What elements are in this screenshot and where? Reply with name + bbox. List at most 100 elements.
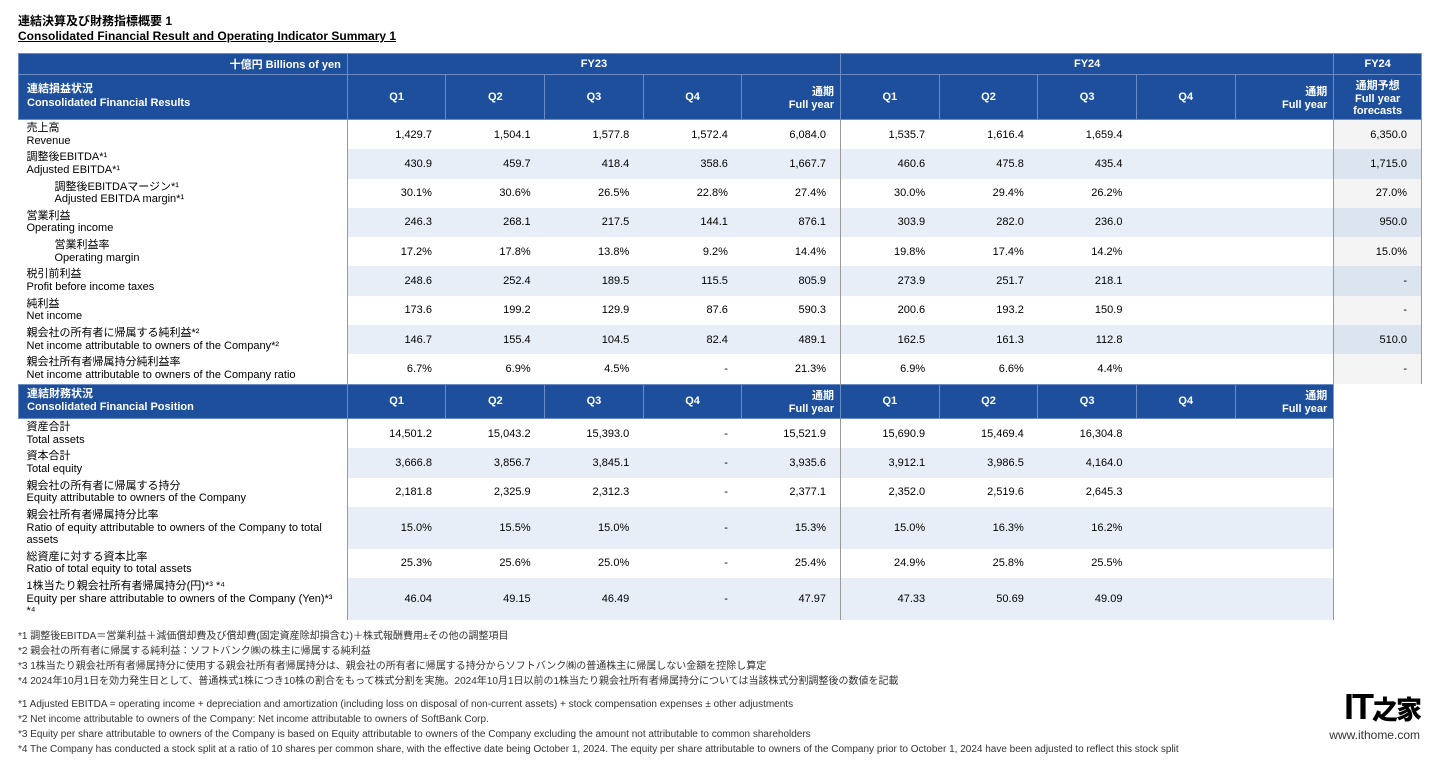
cell: 435.4 — [1038, 149, 1137, 178]
cell — [1235, 549, 1334, 578]
cell: 236.0 — [1038, 208, 1137, 237]
row-label: 1株当たり親会社所有者帰属持分(円)*³ *⁴Equity per share … — [19, 578, 348, 620]
cell — [1136, 179, 1235, 208]
cell: 25.5% — [1038, 549, 1137, 578]
col-q3: Q3 — [545, 75, 644, 120]
cell: 162.5 — [841, 325, 940, 354]
cell: 218.1 — [1038, 266, 1137, 295]
col-fy: 通期Full year — [742, 75, 841, 120]
cell: 430.9 — [347, 149, 446, 178]
cell — [1235, 149, 1334, 178]
cell: 144.1 — [643, 208, 742, 237]
cell: 303.9 — [841, 208, 940, 237]
row-label: 親会社の所有者に帰属する持分Equity attributable to own… — [19, 478, 348, 507]
cell: 104.5 — [545, 325, 644, 354]
cell: 1,504.1 — [446, 120, 545, 150]
col-q2: Q2 — [446, 75, 545, 120]
cell — [1235, 120, 1334, 150]
cell: 460.6 — [841, 149, 940, 178]
cell: 15.3% — [742, 507, 841, 549]
cell: 358.6 — [643, 149, 742, 178]
cell: 2,325.9 — [446, 478, 545, 507]
cell — [1136, 296, 1235, 325]
cell: 30.6% — [446, 179, 545, 208]
cell: 14.4% — [742, 237, 841, 266]
footnote-en: *4 The Company has conducted a stock spl… — [18, 743, 1422, 757]
cell — [1136, 237, 1235, 266]
cell: 6.6% — [939, 354, 1038, 384]
cell: 9.2% — [643, 237, 742, 266]
cell: 4.4% — [1038, 354, 1137, 384]
cell — [1136, 578, 1235, 620]
cell — [1235, 179, 1334, 208]
cell: 1,659.4 — [1038, 120, 1137, 150]
cell: 155.4 — [446, 325, 545, 354]
cell: 1,535.7 — [841, 120, 940, 150]
cell: 19.8% — [841, 237, 940, 266]
fy24-header: FY24 — [841, 54, 1334, 75]
section2-header: 連結財務状況Consolidated Financial Position — [19, 384, 348, 419]
cell: 15,043.2 — [446, 419, 545, 449]
forecast-cell: - — [1334, 354, 1422, 384]
col-q2b: Q2 — [939, 75, 1038, 120]
cell: 3,912.1 — [841, 448, 940, 477]
cell: 82.4 — [643, 325, 742, 354]
footnote-en: *1 Adjusted EBITDA = operating income + … — [18, 698, 1422, 712]
footnote-jp: *1 調整後EBITDA＝営業利益＋減価償却費及び償却費(固定資産除却損含む)＋… — [18, 630, 1422, 644]
cell: 17.4% — [939, 237, 1038, 266]
cell — [1136, 325, 1235, 354]
forecast-cell: 27.0% — [1334, 179, 1422, 208]
cell: 200.6 — [841, 296, 940, 325]
cell: 459.7 — [446, 149, 545, 178]
cell: 30.1% — [347, 179, 446, 208]
cell — [1235, 448, 1334, 477]
cell: - — [643, 354, 742, 384]
cell: 129.9 — [545, 296, 644, 325]
cell: 1,616.4 — [939, 120, 1038, 150]
cell — [1136, 507, 1235, 549]
cell: 47.33 — [841, 578, 940, 620]
footnotes: *1 調整後EBITDA＝営業利益＋減価償却費及び償却費(固定資産除却損含む)＋… — [18, 630, 1422, 757]
cell — [1235, 354, 1334, 384]
cell: 6,084.0 — [742, 120, 841, 150]
cell: - — [643, 419, 742, 449]
cell: 150.9 — [1038, 296, 1137, 325]
cell — [1235, 208, 1334, 237]
cell: 2,377.1 — [742, 478, 841, 507]
cell: 15.0% — [347, 507, 446, 549]
cell: 46.04 — [347, 578, 446, 620]
cell: 282.0 — [939, 208, 1038, 237]
cell: 273.9 — [841, 266, 940, 295]
forecast-cell: - — [1334, 296, 1422, 325]
forecast-cell: 1,715.0 — [1334, 149, 1422, 178]
row-label: 調整後EBITDA*¹Adjusted EBITDA*¹ — [19, 149, 348, 178]
cell: 15,521.9 — [742, 419, 841, 449]
footnote-jp: *3 1株当たり親会社所有者帰属持分に使用する親会社所有者帰属持分は、親会社の所… — [18, 660, 1422, 674]
cell: 193.2 — [939, 296, 1038, 325]
watermark-logo: IT之家 — [1329, 686, 1420, 728]
col-q1b: Q1 — [841, 75, 940, 120]
cell: 25.4% — [742, 549, 841, 578]
cell: 13.8% — [545, 237, 644, 266]
forecast-cell: 950.0 — [1334, 208, 1422, 237]
cell: 15,469.4 — [939, 419, 1038, 449]
cell: 1,667.7 — [742, 149, 841, 178]
cell: 21.3% — [742, 354, 841, 384]
cell: 3,935.6 — [742, 448, 841, 477]
cell: 22.8% — [643, 179, 742, 208]
row-label: 親会社の所有者に帰属する純利益*²Net income attributable… — [19, 325, 348, 354]
cell — [1235, 266, 1334, 295]
cell: 15,393.0 — [545, 419, 644, 449]
cell — [1136, 354, 1235, 384]
forecast-cell: - — [1334, 266, 1422, 295]
cell: 2,312.3 — [545, 478, 644, 507]
row-label: 税引前利益Profit before income taxes — [19, 266, 348, 295]
row-label: 資産合計Total assets — [19, 419, 348, 449]
cell: 30.0% — [841, 179, 940, 208]
cell: 16.2% — [1038, 507, 1137, 549]
row-label: 営業利益Operating income — [19, 208, 348, 237]
col-q4b: Q4 — [1136, 75, 1235, 120]
cell: 1,577.8 — [545, 120, 644, 150]
cell: 3,666.8 — [347, 448, 446, 477]
row-label: 資本合計Total equity — [19, 448, 348, 477]
